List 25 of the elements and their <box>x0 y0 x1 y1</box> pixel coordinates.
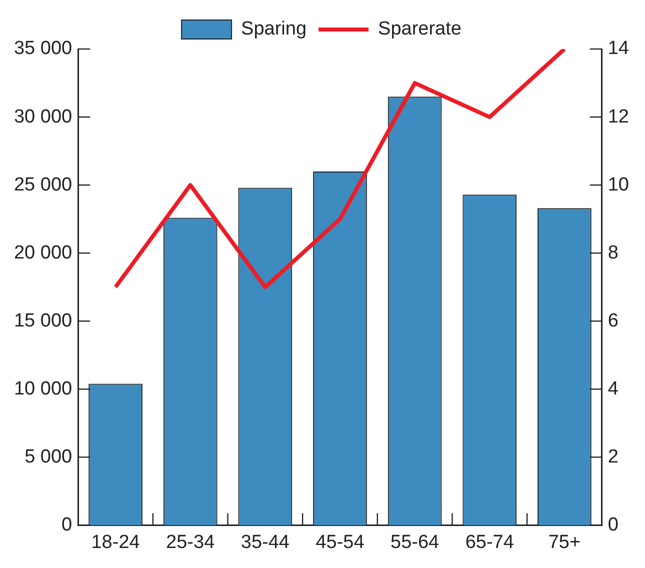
y-tick-label: 35 000 <box>14 38 72 60</box>
y-tick-label: 10 000 <box>14 378 72 400</box>
y-tick-label: 20 000 <box>14 242 72 264</box>
y2-tick-label: 6 <box>608 310 618 332</box>
x-tick-label: 25-34 <box>166 532 216 553</box>
y2-tick-label: 8 <box>608 242 618 264</box>
x-tick-label: 55-64 <box>390 532 440 553</box>
x-tick-label: 18-24 <box>91 532 140 553</box>
x-tick-label: 65-74 <box>465 532 514 553</box>
y-tick-label: 30 000 <box>14 106 72 128</box>
y2-tick-label: 10 <box>608 174 630 196</box>
y-tick-label: 15 000 <box>14 310 72 332</box>
legend-label: Sparerate <box>378 18 462 40</box>
y-tick-label: 5 000 <box>24 446 72 468</box>
y2-tick-label: 4 <box>608 378 619 400</box>
x-tick-label: 35-44 <box>240 532 290 553</box>
legend-label: Sparing <box>241 18 307 40</box>
y2-tick-label: 0 <box>608 514 618 536</box>
y2-tick-label: 14 <box>608 38 630 60</box>
x-tick-label: 75+ <box>548 532 581 553</box>
y-tick-label: 0 <box>62 514 72 536</box>
y2-tick-label: 2 <box>608 446 618 468</box>
x-tick-label: 45-54 <box>316 532 365 553</box>
y-tick-label: 25 000 <box>14 174 72 196</box>
y2-tick-label: 12 <box>608 106 630 128</box>
